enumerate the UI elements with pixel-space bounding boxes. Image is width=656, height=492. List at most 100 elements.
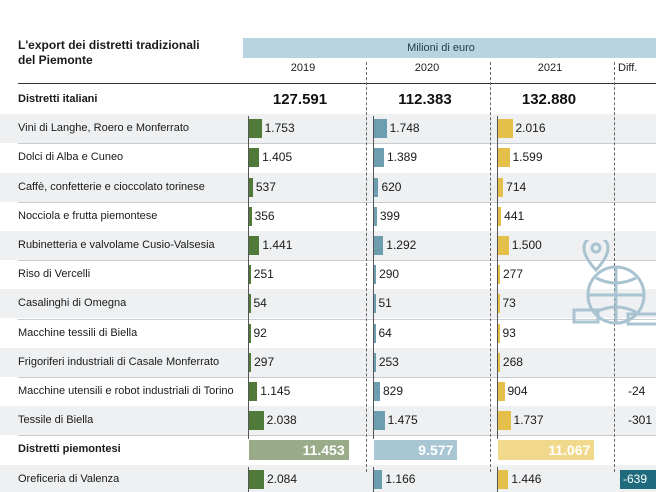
table-row <box>0 172 656 202</box>
bar-2019 <box>249 294 251 314</box>
row-label: Macchine tessili di Biella <box>18 326 138 339</box>
bar-2020 <box>374 323 376 343</box>
bar-label-2019: 1.405 <box>262 150 293 165</box>
bar-2019 <box>249 236 260 255</box>
bar-2021 <box>498 294 500 314</box>
row-divider <box>18 260 656 262</box>
column-divider <box>490 62 491 472</box>
row-label: Dolci di Alba e Cuneo <box>18 151 124 164</box>
bar-2019 <box>249 265 251 285</box>
bar-label-2019: 297 <box>254 354 275 369</box>
bar-2019 <box>249 323 251 343</box>
row-label: Rubinetteria e valvolame Cusio-Valsesia <box>18 239 215 251</box>
bar-label-2020: 1.292 <box>386 238 417 252</box>
bar-label-2021: 441 <box>504 208 525 223</box>
bar-label-2019: 356 <box>254 208 275 223</box>
column-divider <box>366 62 367 472</box>
bar-label-2020: 290 <box>379 267 400 282</box>
bar-2020 <box>374 411 385 431</box>
bar-2021 <box>498 119 513 139</box>
year-label-2019: 2019 <box>290 62 316 74</box>
row-divider <box>18 318 656 320</box>
bar-label-2020: 1.166 <box>385 471 416 486</box>
total-value-2019: 127.591 <box>272 91 328 108</box>
bar-2020 <box>374 236 384 255</box>
axis-line-2019 <box>248 116 249 440</box>
bar-2020 <box>374 382 380 401</box>
axis-line-extra-2020 <box>373 466 374 492</box>
bar-label-2019: 54 <box>253 296 267 311</box>
diff-value: -301 <box>628 413 653 428</box>
bar-label-2021: 2.016 <box>515 121 546 136</box>
bar-2019 <box>249 382 258 401</box>
bar-2021 <box>498 265 500 285</box>
total-value-2020: 112.383 <box>398 91 452 108</box>
bar-label-2020: 253 <box>378 354 399 369</box>
bar-label-2021: 1.599 <box>512 150 543 165</box>
bar-label-2020: 1.475 <box>387 413 418 428</box>
bar-2021 <box>498 236 509 255</box>
bar-2021 <box>498 382 505 401</box>
table-row <box>0 260 656 289</box>
bar-2020 <box>374 469 383 489</box>
bar-2020 <box>374 119 387 139</box>
row-label: Tessile di Biella <box>18 414 94 427</box>
bar-label-2021: 277 <box>502 267 524 282</box>
bar-2020 <box>374 265 377 285</box>
bar-2021 <box>498 206 502 226</box>
bar-2019 <box>249 352 252 372</box>
bar-label-2019: 2.084 <box>267 471 298 486</box>
bar-label-2019: 1.145 <box>260 384 291 398</box>
bar-2019 <box>249 469 264 489</box>
bar-2019 <box>249 206 252 226</box>
bar-label-2021: 1.500 <box>511 238 542 252</box>
bar-2021 <box>498 323 500 343</box>
row-label: Nocciola e frutta piemontese <box>18 209 158 222</box>
row-divider <box>18 377 656 378</box>
year-label-2020: 2020 <box>414 62 440 74</box>
bar-label-2020: 51 <box>378 296 392 311</box>
bar-label-2019: 92 <box>253 325 267 340</box>
row-label: Oreficeria di Valenza <box>18 472 120 485</box>
row-divider <box>18 435 656 437</box>
bar-2019 <box>249 148 260 168</box>
bar-label-2021: 1.446 <box>511 471 542 486</box>
bar-2020 <box>374 177 379 197</box>
row-divider <box>18 201 656 203</box>
bar-label-2019: 2.038 <box>266 413 297 428</box>
bar-label-2021: 93 <box>502 325 516 340</box>
bar-label-2019: 1.753 <box>264 121 295 136</box>
bar-piemonte-2020 <box>374 440 458 461</box>
axis-line-extra-2021 <box>497 466 498 492</box>
bar-label-2019: 1.441 <box>262 238 293 252</box>
bar-2021 <box>498 469 509 489</box>
row-label: Riso di Vercelli <box>18 268 91 281</box>
bar-label-2020: 620 <box>381 179 402 194</box>
table-row <box>0 347 656 377</box>
bar-label-piemonte-2020: 9.577 <box>418 442 454 459</box>
header-rule <box>18 83 656 84</box>
year-label-2021: 2021 <box>537 62 563 74</box>
bar-label-2019: 537 <box>255 179 276 194</box>
bar-label-2019: 251 <box>253 267 274 282</box>
axis-line-2021 <box>497 116 498 440</box>
bar-label-2020: 1.389 <box>387 150 418 165</box>
diff-value: -24 <box>628 384 646 398</box>
row-label: Macchine utensili e robot industriali di… <box>18 385 234 397</box>
bar-label-2021: 268 <box>502 354 523 369</box>
unit-header: Milioni di euro <box>243 38 656 58</box>
table-row <box>0 406 656 436</box>
bar-label-piemonte-2021: 11.067 <box>548 442 591 459</box>
table-row <box>0 114 656 144</box>
diff-header: Diff. <box>618 62 638 74</box>
row-label: Frigoriferi industriali di Casale Monfer… <box>18 355 220 368</box>
logistics-illustration <box>572 240 656 326</box>
row-label: Caffè, confetterie e cioccolato torinese <box>18 180 205 193</box>
bar-label-2020: 64 <box>378 325 392 340</box>
bar-label-2021: 1.737 <box>513 413 544 428</box>
bar-label-2021: 714 <box>506 179 527 194</box>
axis-line-2020 <box>373 116 374 440</box>
bar-label-2020: 829 <box>382 384 403 398</box>
bar-2021 <box>498 148 510 168</box>
row-label: Vini di Langhe, Roero e Monferrato <box>18 122 190 135</box>
